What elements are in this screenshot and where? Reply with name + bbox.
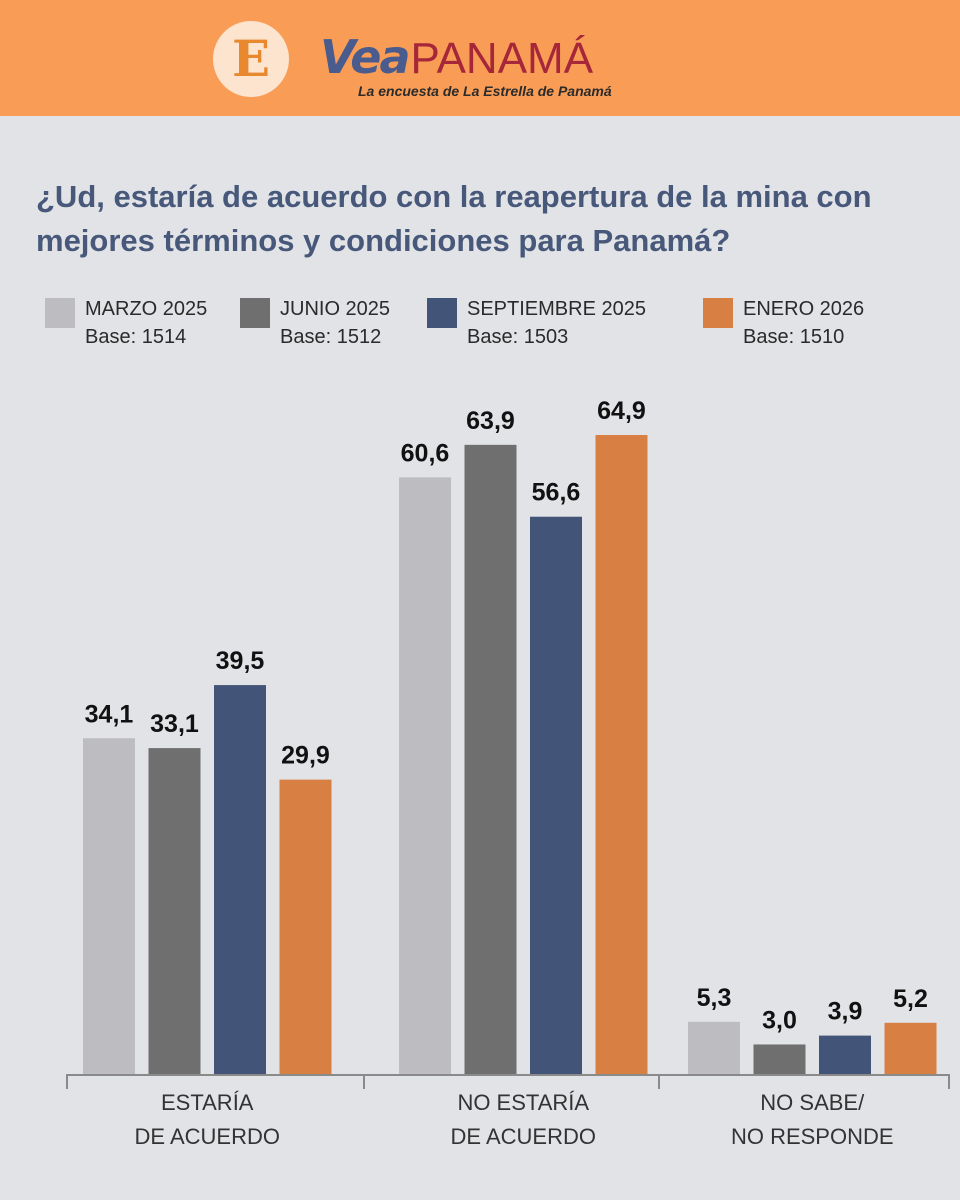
tagline: La encuesta de La Estrella de Panamá	[358, 83, 612, 99]
bar-3-4	[884, 1022, 937, 1074]
estrella-logo: E	[213, 21, 289, 97]
data-label: 56,6	[532, 479, 581, 507]
data-label: 60,6	[401, 439, 450, 467]
data-label: 3,0	[762, 1006, 797, 1034]
bar-1-2	[148, 748, 201, 1074]
data-label: 33,1	[150, 710, 199, 738]
bar-1-4	[279, 779, 332, 1074]
data-label: 34,1	[85, 700, 134, 728]
data-label: 64,9	[597, 397, 646, 425]
category-label: DE ACUERDO	[451, 1124, 596, 1149]
legend-swatch	[427, 298, 457, 328]
legend-swatch	[240, 298, 270, 328]
brand-vea: Vea	[320, 30, 410, 84]
category-label: NO SABE/	[760, 1090, 865, 1115]
bar-2-3	[530, 516, 582, 1074]
legend-base: Base: 1510	[743, 326, 845, 348]
bar-2-4	[595, 435, 648, 1074]
data-label: 5,2	[893, 985, 928, 1013]
legend-base: Base: 1503	[467, 326, 569, 348]
brand-panama: PANAMÁ	[410, 34, 594, 83]
category-label: NO RESPONDE	[731, 1124, 894, 1149]
bar-3-3	[819, 1035, 871, 1074]
legend-swatch	[703, 298, 733, 328]
category-label: NO ESTARÍA	[457, 1090, 589, 1115]
legend-name: SEPTIEMBRE 2025	[467, 298, 646, 320]
bar-1-3	[214, 685, 266, 1074]
bar-3-1	[688, 1021, 740, 1074]
data-label: 63,9	[466, 407, 515, 435]
legend-base: Base: 1512	[280, 326, 382, 348]
chart-title: ¿Ud, estaría de acuerdo con la reapertur…	[36, 179, 872, 258]
bar-2-1	[399, 477, 451, 1075]
data-label: 5,3	[697, 984, 732, 1012]
data-label: 29,9	[281, 742, 330, 770]
legend-name: JUNIO 2025	[280, 298, 391, 320]
data-label: 39,5	[216, 647, 265, 675]
legend-base: Base: 1514	[85, 326, 187, 348]
legend-name: MARZO 2025	[85, 298, 208, 320]
header-banner: E VeaPANAMÁ La encuesta de La Estrella d…	[0, 0, 960, 116]
legend-name: ENERO 2026	[743, 298, 865, 320]
bar-1-1	[83, 738, 135, 1074]
bar-3-2	[753, 1044, 806, 1074]
category-label: DE ACUERDO	[135, 1124, 280, 1149]
logo-letter: E	[231, 29, 271, 88]
data-label: 3,9	[828, 998, 863, 1026]
brand-logo: VeaPANAMÁ	[320, 30, 594, 84]
category-label: ESTARÍA	[161, 1090, 254, 1115]
legend-swatch	[45, 298, 75, 328]
bar-2-2	[464, 444, 517, 1074]
